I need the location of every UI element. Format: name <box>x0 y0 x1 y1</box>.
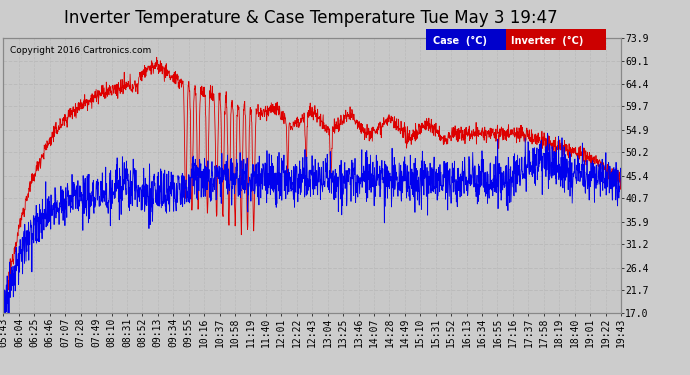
Text: Inverter  (°C): Inverter (°C) <box>511 36 583 46</box>
Text: Copyright 2016 Cartronics.com: Copyright 2016 Cartronics.com <box>10 46 151 55</box>
Text: Inverter Temperature & Case Temperature Tue May 3 19:47: Inverter Temperature & Case Temperature … <box>63 9 558 27</box>
Text: Case  (°C): Case (°C) <box>433 36 487 46</box>
